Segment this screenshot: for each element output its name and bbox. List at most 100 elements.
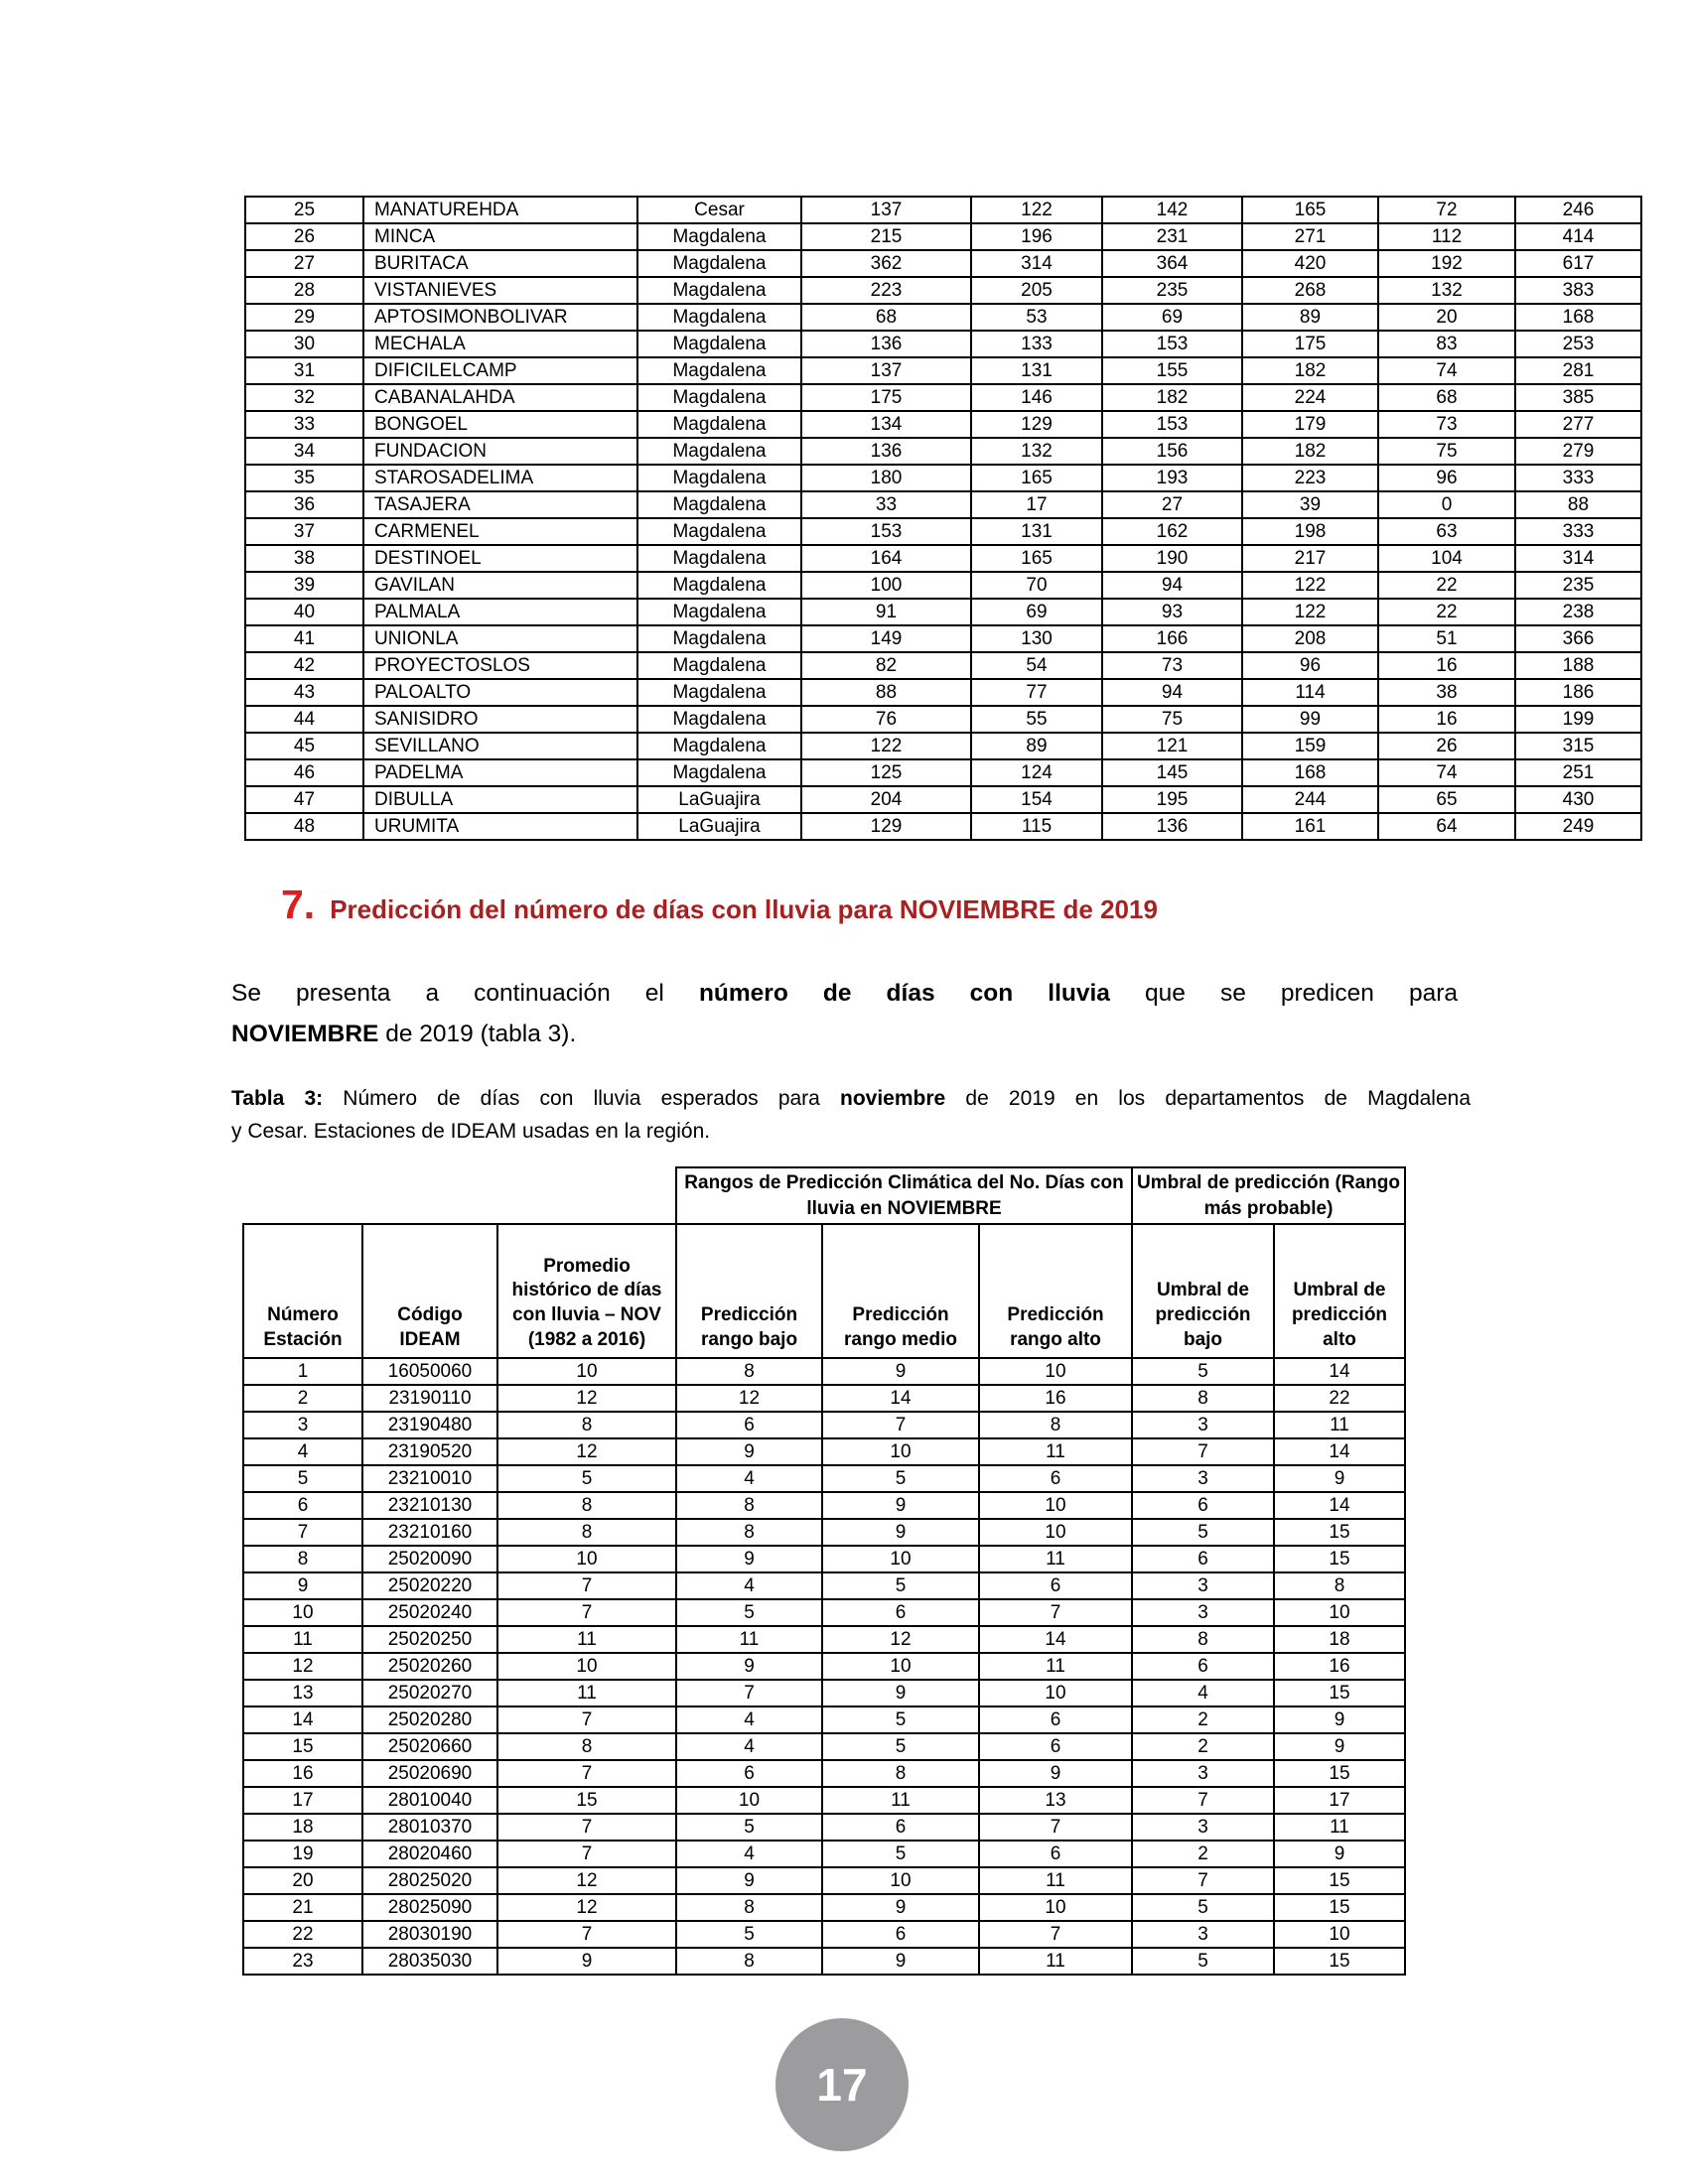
table-row: 18 28010370 7 5 6 7 3 11 bbox=[242, 1813, 1406, 1843]
section-heading: 7. Predicción del número de días con llu… bbox=[281, 882, 1158, 928]
table-cell: 5 bbox=[821, 1571, 980, 1601]
table-row: 32 CABANALAHDA Magdalena 175 146 182 224 68 385 bbox=[244, 383, 1642, 412]
table-cell: 383 bbox=[1514, 276, 1642, 305]
table-cell: 186 bbox=[1514, 678, 1642, 707]
table-cell: 6 bbox=[821, 1598, 980, 1628]
table-cell: 16 bbox=[1377, 651, 1516, 680]
table-cell: 16 bbox=[1377, 705, 1516, 734]
table-cell: PALMALA bbox=[362, 598, 638, 626]
table-cell: 9 bbox=[821, 1947, 980, 1977]
table-cell: 10 bbox=[978, 1491, 1133, 1521]
table-cell: 9 bbox=[1273, 1706, 1406, 1735]
table-cell: 100 bbox=[800, 571, 972, 600]
rainy-days-table-header: Rangos de Predicción Climática del No. D… bbox=[242, 1165, 1406, 1360]
table-cell: 5 bbox=[1131, 1518, 1275, 1548]
table-cell: SEVILLANO bbox=[362, 732, 638, 760]
col-header-station-number: Número Estación bbox=[242, 1223, 363, 1360]
table-cell: 14 bbox=[1273, 1437, 1406, 1467]
table-cell: 26 bbox=[244, 222, 364, 251]
table-cell: PALOALTO bbox=[362, 678, 638, 707]
table-cell: 94 bbox=[1101, 571, 1243, 600]
table-cell: 64 bbox=[1377, 812, 1516, 841]
table-cell: 6 bbox=[821, 1920, 980, 1950]
table-cell: 3 bbox=[1131, 1411, 1275, 1440]
table-cell: 132 bbox=[1377, 276, 1516, 305]
table-row: 12 25020260 10 9 10 11 6 16 bbox=[242, 1652, 1406, 1682]
table-row: 20 28025020 12 9 10 11 7 15 bbox=[242, 1866, 1406, 1896]
table-cell: 3 bbox=[1131, 1571, 1275, 1601]
table-cell: Magdalena bbox=[636, 437, 802, 466]
table-cell: 12 bbox=[242, 1652, 363, 1682]
table-cell: 4 bbox=[675, 1732, 823, 1762]
table-row: 23 28035030 9 8 9 11 5 15 bbox=[242, 1947, 1406, 1977]
table-row: 2 23190110 12 12 14 16 8 22 bbox=[242, 1384, 1406, 1414]
table-cell: 188 bbox=[1514, 651, 1642, 680]
table-row: 37 CARMENEL Magdalena 153 131 162 198 63 333 bbox=[244, 517, 1642, 546]
col-header-threshold-high: Umbral de predicción alto bbox=[1273, 1223, 1406, 1360]
table-cell: 17 bbox=[970, 490, 1103, 519]
table-cell: 366 bbox=[1514, 624, 1642, 653]
caption-text: de 2019 en los departamentos de Magdalen… bbox=[945, 1087, 1472, 1110]
table-cell: APTOSIMONBOLIVAR bbox=[362, 303, 638, 332]
table-cell: 3 bbox=[1131, 1813, 1275, 1843]
table-cell: 7 bbox=[1131, 1866, 1275, 1896]
table-cell: 162 bbox=[1101, 517, 1243, 546]
table-cell: TASAJERA bbox=[362, 490, 638, 519]
table-cell: 136 bbox=[1101, 812, 1243, 841]
table-cell: 25020090 bbox=[361, 1545, 498, 1574]
table-cell: 161 bbox=[1241, 812, 1379, 841]
table-cell: 165 bbox=[970, 464, 1103, 492]
table-cell: 22 bbox=[242, 1920, 363, 1950]
table-cell: 28025090 bbox=[361, 1893, 498, 1923]
table-row: 45 SEVILLANO Magdalena 122 89 121 159 26 315 bbox=[244, 732, 1642, 760]
table-row: 19 28020460 7 4 5 6 2 9 bbox=[242, 1840, 1406, 1869]
table-cell: 137 bbox=[800, 196, 972, 224]
table-row: 13 25020270 11 7 9 10 4 15 bbox=[242, 1679, 1406, 1708]
table-cell: 5 bbox=[821, 1706, 980, 1735]
table-cell: 69 bbox=[1101, 303, 1243, 332]
table-cell: 91 bbox=[800, 598, 972, 626]
table-cell: 9 bbox=[1273, 1840, 1406, 1869]
table-cell: 9 bbox=[821, 1679, 980, 1708]
table-cell: 114 bbox=[1241, 678, 1379, 707]
table-cell: 3 bbox=[242, 1411, 363, 1440]
table-cell: 11 bbox=[821, 1786, 980, 1816]
table-cell: Magdalena bbox=[636, 598, 802, 626]
table-cell: 130 bbox=[970, 624, 1103, 653]
table-cell: 314 bbox=[970, 249, 1103, 278]
table-cell: 10 bbox=[821, 1652, 980, 1682]
table-cell: 9 bbox=[978, 1759, 1133, 1789]
table-cell: 10 bbox=[496, 1357, 677, 1387]
table-cell: 5 bbox=[1131, 1893, 1275, 1923]
table-cell: 83 bbox=[1377, 330, 1516, 358]
table-cell: 7 bbox=[496, 1759, 677, 1789]
col-header-threshold-low: Umbral de predicción bajo bbox=[1131, 1223, 1275, 1360]
table-cell: 14 bbox=[821, 1384, 980, 1414]
intro-text-bold: NOVIEMBRE bbox=[231, 1021, 379, 1047]
table-cell: MANATUREHDA bbox=[362, 196, 638, 224]
table-cell: 16 bbox=[1273, 1652, 1406, 1682]
table-row: 10 25020240 7 5 6 7 3 10 bbox=[242, 1598, 1406, 1628]
table-cell: 23210130 bbox=[361, 1491, 498, 1521]
table-cell: 33 bbox=[800, 490, 972, 519]
table-cell: 11 bbox=[1273, 1813, 1406, 1843]
table-cell: 28025020 bbox=[361, 1866, 498, 1896]
table-cell: 10 bbox=[821, 1545, 980, 1574]
table-cell: 215 bbox=[800, 222, 972, 251]
table-row: 36 TASAJERA Magdalena 33 17 27 39 0 88 bbox=[244, 490, 1642, 519]
caption-label: Tabla 3: bbox=[231, 1087, 324, 1110]
table-cell: 179 bbox=[1241, 410, 1379, 439]
table-cell: 617 bbox=[1514, 249, 1642, 278]
table-cell: 385 bbox=[1514, 383, 1642, 412]
table-cell: 73 bbox=[1377, 410, 1516, 439]
table-row: 42 PROYECTOSLOS Magdalena 82 54 73 96 16 188 bbox=[244, 651, 1642, 680]
table-cell: 6 bbox=[978, 1732, 1133, 1762]
table-cell: UNIONLA bbox=[362, 624, 638, 653]
table-cell: 9 bbox=[1273, 1732, 1406, 1762]
table-row: 46 PADELMA Magdalena 125 124 145 168 74 251 bbox=[244, 758, 1642, 787]
table-cell: 146 bbox=[970, 383, 1103, 412]
table-cell: 217 bbox=[1241, 544, 1379, 573]
table-cell: 9 bbox=[821, 1893, 980, 1923]
table-cell: Magdalena bbox=[636, 303, 802, 332]
